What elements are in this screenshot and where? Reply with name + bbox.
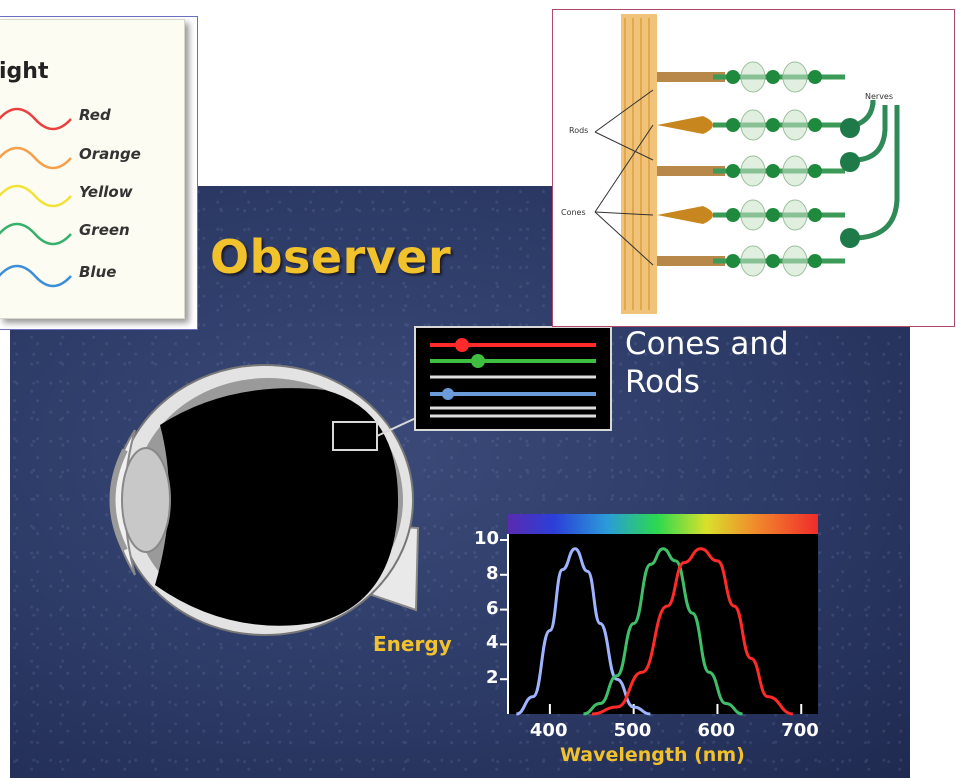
- nucleus: [726, 164, 740, 178]
- bipolar-cell: [782, 245, 808, 277]
- eye-lens: [121, 447, 171, 553]
- receptor-bars-panel: [414, 326, 612, 431]
- x-tick-label: 400: [529, 720, 568, 741]
- cones-rods-line1: Cones and: [625, 326, 789, 362]
- y-tick-label: 10: [474, 528, 500, 549]
- bipolar-cell: [782, 155, 808, 187]
- wave-red: [0, 107, 72, 131]
- ganglion-cell: [840, 152, 860, 172]
- zoom-connector: [376, 417, 417, 437]
- nucleus: [808, 254, 822, 268]
- nucleus: [808, 208, 822, 222]
- x-tick-label: 600: [697, 720, 736, 741]
- wave-samples: [0, 107, 72, 288]
- eye-interior: [155, 388, 399, 626]
- y-tick-label: 6: [486, 597, 499, 619]
- nucleus: [766, 254, 780, 268]
- rod-outer-segment: [657, 256, 725, 266]
- retina-diagram-card: Rods Cones Nerves: [552, 9, 955, 327]
- energy-chart-plot: [500, 514, 818, 716]
- y-tick-label: 8: [486, 562, 499, 584]
- light-label-green: Green: [79, 221, 130, 239]
- light-legend-title: ight: [0, 59, 49, 84]
- receptor-rows: [657, 72, 725, 266]
- retina-diagram: [594, 14, 900, 314]
- receptor-bars: [430, 338, 596, 418]
- y-axis-ticks: [500, 539, 508, 681]
- wave-orange: [0, 146, 72, 170]
- nerves-label: Nerves: [865, 92, 894, 101]
- cone-outer-segment: [657, 206, 713, 224]
- bipolar-cell: [740, 199, 766, 231]
- y-tick-label: 2: [486, 667, 499, 689]
- green-cone-dot: [471, 354, 485, 368]
- ganglion-cell: [840, 228, 860, 248]
- nucleus: [766, 118, 780, 132]
- x-tick-label: 700: [781, 720, 819, 741]
- y-tick-label: 4: [486, 632, 499, 654]
- blue-cone-dot: [442, 388, 454, 400]
- bipolar-cell: [740, 61, 766, 93]
- label-pointers: [594, 89, 654, 266]
- nucleus: [726, 70, 740, 84]
- bipolar-cell: [782, 199, 808, 231]
- sensitivity-curves: [516, 547, 794, 716]
- wave-green: [0, 222, 72, 246]
- sensitivity-curve-2: [591, 547, 794, 716]
- nucleus: [808, 164, 822, 178]
- sensitivity-curve-1: [583, 547, 743, 716]
- nucleus: [726, 208, 740, 222]
- neural-chains: [713, 61, 845, 277]
- light-label-blue: Blue: [79, 263, 117, 281]
- x-axis-ticks: [548, 704, 803, 714]
- x-tick-label: 500: [613, 720, 652, 741]
- y-axis-label: Energy: [373, 632, 452, 656]
- eye-illustration: [109, 364, 420, 636]
- eye-iris: [109, 448, 128, 552]
- wave-blue: [0, 264, 72, 288]
- nucleus: [766, 70, 780, 84]
- ganglion-cell: [840, 118, 860, 138]
- rod-outer-segment: [657, 72, 725, 82]
- light-label-red: Red: [79, 106, 111, 124]
- bipolar-cell: [740, 109, 766, 141]
- x-axis-label: Wavelength (nm): [560, 744, 745, 766]
- nucleus: [766, 208, 780, 222]
- bipolar-cell: [782, 61, 808, 93]
- light-label-yellow: Yellow: [79, 183, 133, 201]
- light-label-orange: Orange: [79, 145, 141, 163]
- nucleus: [766, 164, 780, 178]
- spectrum-bar: [508, 514, 818, 534]
- bipolar-cell: [782, 109, 808, 141]
- sensitivity-curve-0: [516, 547, 651, 716]
- cone-outer-segment: [657, 116, 713, 134]
- nucleus: [726, 254, 740, 268]
- cones-label: Cones: [561, 208, 586, 217]
- nucleus: [808, 118, 822, 132]
- red-cone-dot: [455, 338, 469, 352]
- nucleus: [808, 70, 822, 84]
- wave-yellow: [0, 184, 72, 208]
- cones-rods-label: Cones and Rods: [625, 325, 789, 401]
- nerve-fibers: [852, 99, 900, 241]
- rod-outer-segment: [657, 166, 725, 176]
- rods-label: Rods: [569, 126, 589, 135]
- nucleus: [726, 118, 740, 132]
- cones-rods-line2: Rods: [625, 364, 700, 400]
- observer-title: Observer: [210, 230, 452, 284]
- bipolar-cell: [740, 155, 766, 187]
- bipolar-cell: [740, 245, 766, 277]
- light-legend-card: ight Red Orange Yellow Green Blue: [0, 16, 198, 330]
- light-legend-inner: ight Red Orange Yellow Green Blue: [0, 19, 185, 319]
